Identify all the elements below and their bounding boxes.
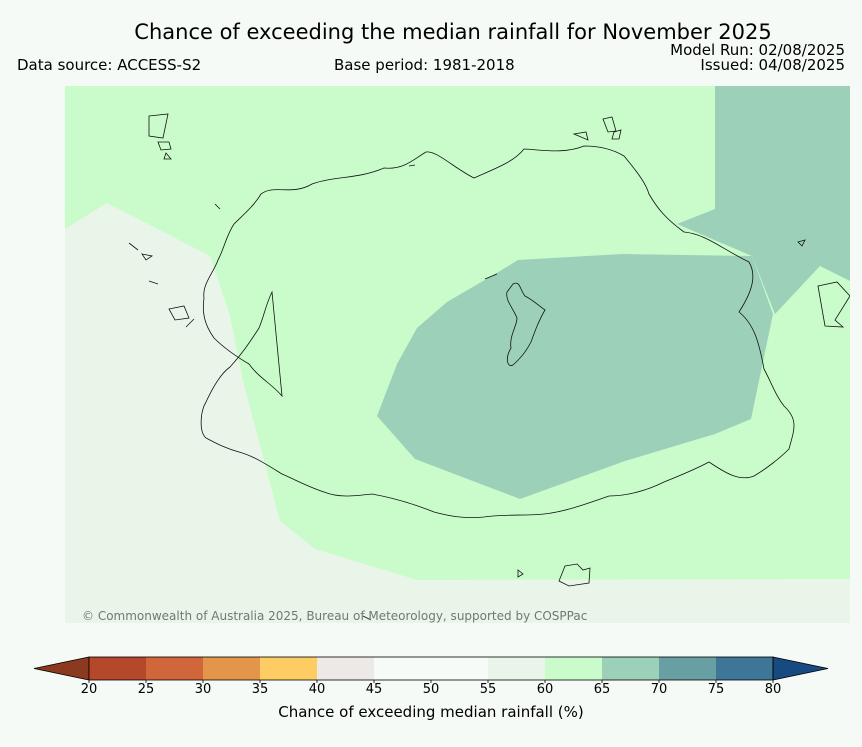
colorbar-tick-label: 20 <box>80 682 98 697</box>
colorbar-segment <box>89 657 146 680</box>
colorbar-tick-label: 75 <box>707 682 725 697</box>
colorbar-segment <box>317 657 374 680</box>
region-55-60 <box>65 203 850 623</box>
colorbar-canvas <box>33 656 829 683</box>
colorbar-tick-label: 55 <box>479 682 497 697</box>
rainfall-map: © Commonwealth of Australia 2025, Bureau… <box>65 86 850 623</box>
data-source-label: Data source: ACCESS-S2 <box>17 56 202 74</box>
colorbar-segment <box>203 657 260 680</box>
region-65-70-central <box>377 254 773 499</box>
colorbar-ticks: 20 25 30 35 40 45 50 55 60 65 70 75 80 <box>0 682 862 702</box>
colorbar-segment <box>545 657 602 680</box>
colorbar-tick-label: 30 <box>194 682 212 697</box>
colorbar-segment <box>374 657 431 680</box>
colorbar-tick-label: 40 <box>308 682 326 697</box>
colorbar <box>0 650 862 690</box>
base-period-label: Base period: 1981-2018 <box>334 56 515 74</box>
colorbar-tick-label: 45 <box>365 682 383 697</box>
colorbar-segment <box>488 657 545 680</box>
colorbar-segment <box>146 657 203 680</box>
colorbar-label: Chance of exceeding median rainfall (%) <box>278 703 584 721</box>
colorbar-tick-label: 35 <box>251 682 269 697</box>
copyright-text: © Commonwealth of Australia 2025, Bureau… <box>82 609 587 623</box>
colorbar-extend-low <box>33 656 90 681</box>
colorbar-tick-label: 70 <box>650 682 668 697</box>
colorbar-segment <box>431 657 488 680</box>
colorbar-tick-label: 60 <box>536 682 554 697</box>
rainfall-map-canvas: © Commonwealth of Australia 2025, Bureau… <box>65 86 850 623</box>
colorbar-extend-high <box>772 656 829 681</box>
issued-label: Issued: 04/08/2025 <box>700 56 845 74</box>
colorbar-segment <box>602 657 659 680</box>
colorbar-segment <box>260 657 317 680</box>
colorbar-tick-label: 50 <box>422 682 440 697</box>
colorbar-tick-label: 80 <box>764 682 782 697</box>
coastline <box>128 113 850 621</box>
colorbar-tick-label: 25 <box>137 682 155 697</box>
region-65-70-northeast <box>677 86 850 314</box>
colorbar-segment <box>659 657 716 680</box>
colorbar-tick-label: 65 <box>593 682 611 697</box>
model-run-label: Model Run: 02/08/2025 <box>670 41 845 59</box>
colorbar-segment <box>716 657 773 680</box>
map-title: Chance of exceeding the median rainfall … <box>134 20 772 44</box>
